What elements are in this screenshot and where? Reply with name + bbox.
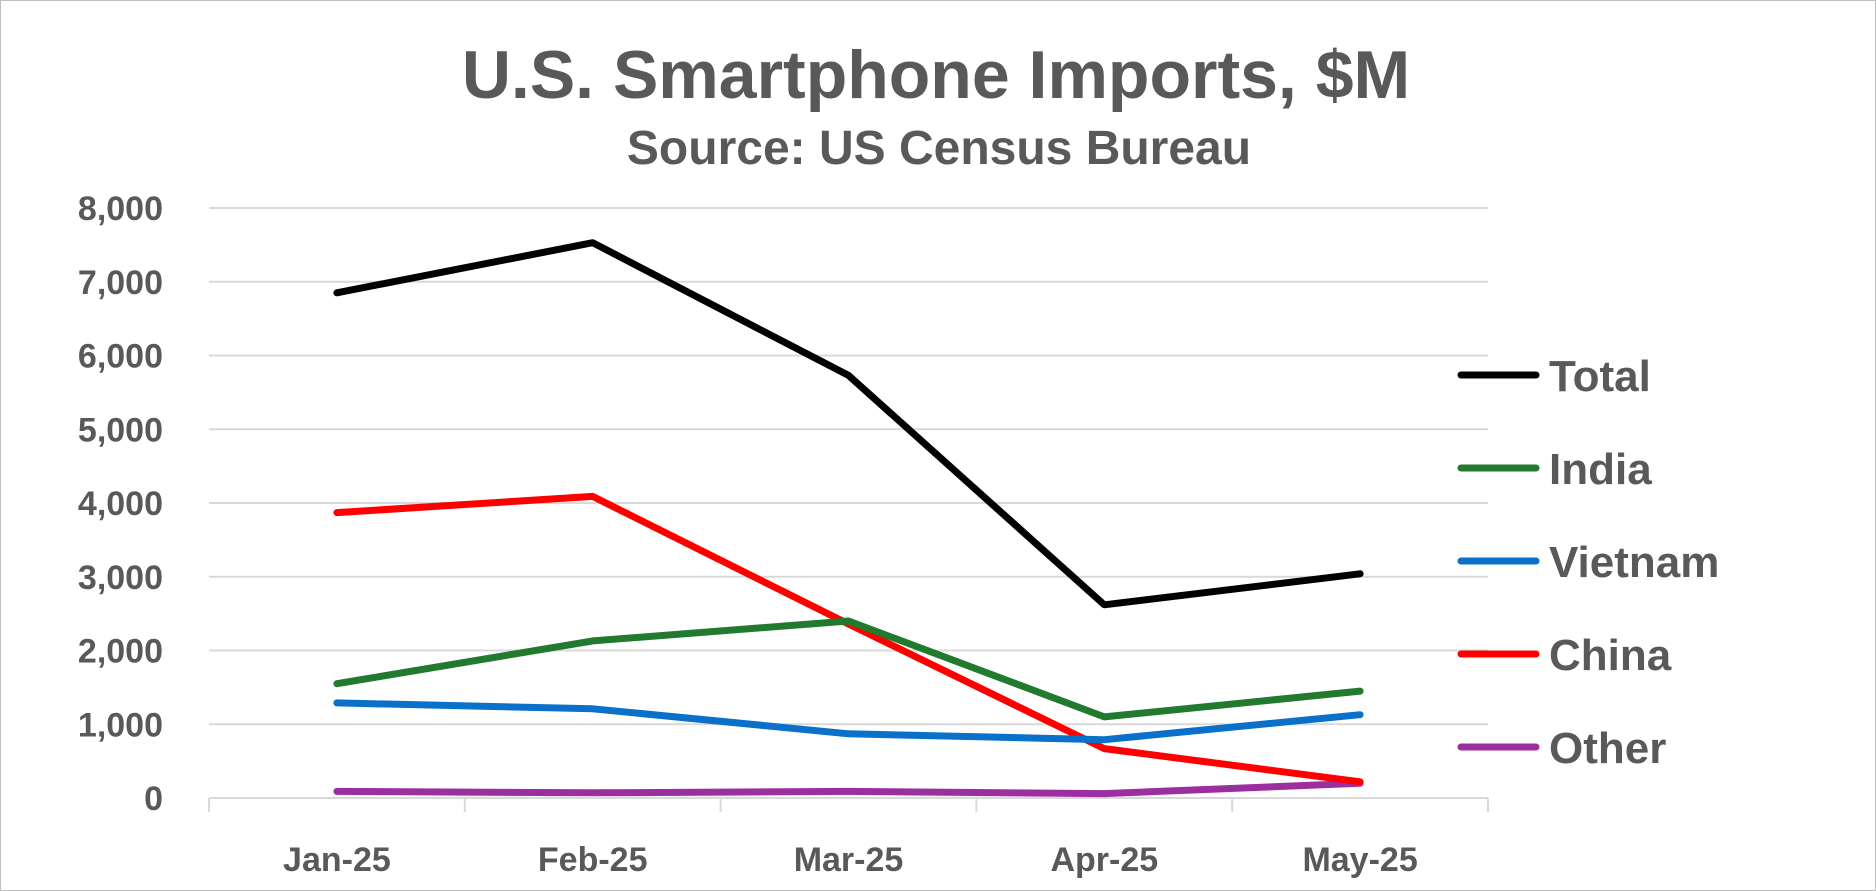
chart-title: U.S. Smartphone Imports, $M — [462, 37, 1410, 113]
y-tick-label: 4,000 — [78, 485, 163, 523]
x-tick-label: May-25 — [1302, 841, 1417, 879]
x-tick-label: Jan-25 — [283, 841, 391, 879]
legend-label-vietnam: Vietnam — [1549, 538, 1719, 587]
series-line-vietnam — [333, 699, 1364, 744]
series-line-total — [333, 239, 1364, 609]
x-tick-label: Mar-25 — [794, 841, 904, 879]
series-line-china — [333, 492, 1364, 786]
y-tick-label: 5,000 — [78, 411, 163, 449]
y-tick-label: 1,000 — [78, 706, 163, 744]
y-axis-ticks: 0 1,000 2,000 3,000 4,000 5,000 6,000 7,000 8,00… — [78, 190, 163, 818]
series-line-india — [333, 617, 1364, 721]
y-tick-label: 8,000 — [78, 190, 163, 228]
series-line-other — [333, 779, 1364, 798]
x-axis — [208, 797, 1489, 812]
series-lines — [333, 239, 1364, 798]
chart-subtitle: Source: US Census Bureau — [627, 122, 1251, 175]
y-tick-label: 2,000 — [78, 633, 163, 671]
y-tick-label: 3,000 — [78, 559, 163, 597]
legend-label-india: India — [1549, 445, 1652, 494]
legend-label-other: Other — [1549, 724, 1666, 773]
legend-label-china: China — [1549, 631, 1672, 680]
y-tick-label: 0 — [144, 780, 163, 818]
gridlines — [209, 207, 1488, 726]
legend-label-total: Total — [1549, 352, 1651, 401]
x-tick-label: Feb-25 — [538, 841, 648, 879]
x-tick-label: Apr-25 — [1050, 841, 1158, 879]
y-tick-label: 6,000 — [78, 338, 163, 376]
x-axis-ticks: Jan-25 Feb-25 Mar-25 Apr-25 May-25 — [283, 841, 1418, 879]
y-tick-label: 7,000 — [78, 264, 163, 302]
legend: Total India Vietnam China Other — [1457, 352, 1719, 773]
